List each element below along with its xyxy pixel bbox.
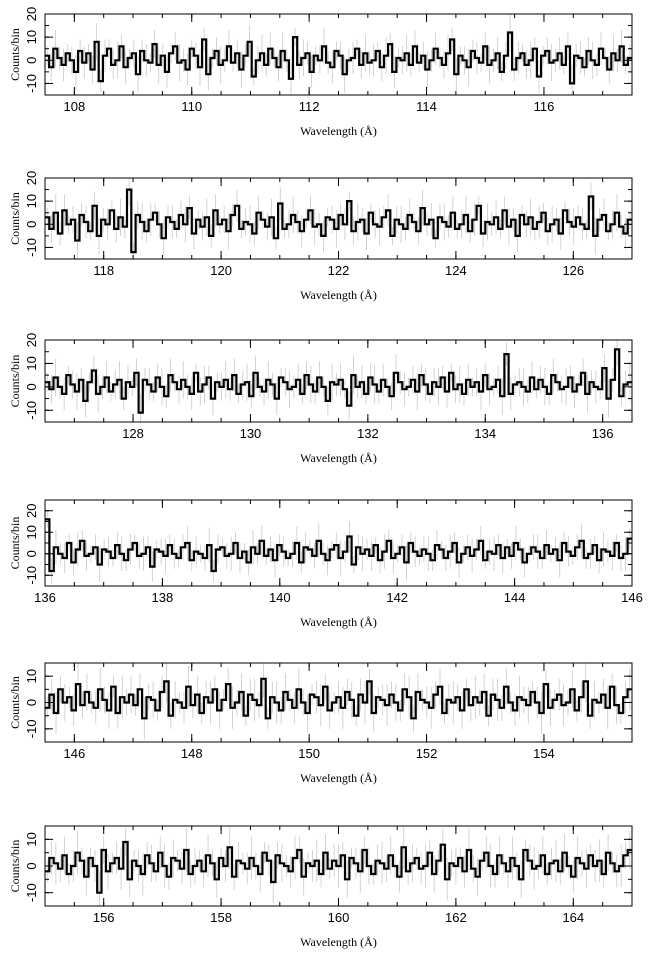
y-tick-label: -10 [24, 566, 39, 585]
x-tick-label: 132 [357, 426, 379, 441]
x-axis-label: Wavelength (Å) [300, 615, 377, 629]
spectrum-series-line [45, 840, 632, 894]
x-tick-label: 116 [534, 99, 555, 114]
spectrum-series-line [45, 348, 632, 414]
y-tick-label: 0 [24, 57, 39, 64]
x-tick-label: 126 [562, 263, 584, 278]
x-tick-label: 128 [122, 426, 144, 441]
y-tick-label: 10 [24, 525, 39, 539]
x-tick-label: 160 [328, 910, 350, 925]
y-tick-label: 10 [24, 356, 39, 370]
x-axis-label: Wavelength (Å) [300, 451, 377, 465]
y-tick-label: -10 [24, 883, 39, 902]
y-tick-label: 10 [24, 30, 39, 44]
y-tick-label: -10 [24, 401, 39, 420]
x-tick-label: 144 [504, 590, 526, 605]
x-tick-label: 162 [445, 910, 467, 925]
spectrum-series-line [45, 518, 632, 573]
x-tick-label: 122 [328, 263, 350, 278]
y-axis-label: Counts/bin [8, 192, 22, 245]
x-axis-label: Wavelength (Å) [300, 288, 377, 302]
y-tick-label: 10 [24, 669, 39, 683]
x-tick-label: 164 [562, 910, 584, 925]
x-tick-label: 108 [63, 99, 85, 114]
x-tick-label: 152 [416, 746, 438, 761]
y-tick-label: -10 [24, 719, 39, 738]
y-axis-label: Counts/bin [8, 355, 22, 408]
x-tick-label: 136 [34, 590, 56, 605]
x-tick-label: 142 [386, 590, 408, 605]
y-axis-label: Counts/bin [8, 28, 22, 81]
y-tick-label: 20 [24, 333, 39, 347]
spectrum-series-line [45, 188, 632, 254]
y-tick-label: -10 [24, 74, 39, 93]
x-tick-label: 114 [416, 99, 437, 114]
x-tick-label: 112 [299, 99, 320, 114]
y-tick-label: 0 [24, 862, 39, 869]
x-tick-label: 156 [93, 910, 115, 925]
y-tick-label: -10 [24, 238, 39, 257]
y-tick-label: 20 [24, 504, 39, 518]
y-tick-label: 0 [24, 550, 39, 557]
x-axis-label: Wavelength (Å) [300, 771, 377, 785]
y-tick-label: 0 [24, 699, 39, 706]
y-axis-label: Counts/bin [8, 517, 22, 570]
x-tick-label: 134 [474, 426, 496, 441]
y-axis-label: Counts/bin [8, 840, 22, 893]
x-axis-label: Wavelength (Å) [300, 935, 377, 949]
spectrum-series-line [45, 677, 632, 720]
x-tick-label: 110 [181, 99, 202, 114]
y-axis-label: Counts/bin [8, 676, 22, 729]
x-tick-label: 146 [621, 590, 643, 605]
x-tick-label: 150 [298, 746, 320, 761]
y-tick-label: 10 [24, 194, 39, 208]
spectrum-series-line [45, 31, 632, 85]
y-tick-label: 20 [24, 171, 39, 185]
y-tick-label: 0 [24, 221, 39, 228]
x-tick-label: 136 [592, 426, 614, 441]
x-tick-label: 138 [152, 590, 174, 605]
x-tick-label: 148 [181, 746, 203, 761]
x-tick-label: 130 [240, 426, 262, 441]
x-tick-label: 120 [210, 263, 232, 278]
x-axis-label: Wavelength (Å) [300, 124, 377, 138]
x-tick-label: 118 [93, 263, 114, 278]
x-tick-label: 124 [445, 263, 467, 278]
y-tick-label: 0 [24, 383, 39, 390]
x-tick-label: 140 [269, 590, 291, 605]
x-tick-label: 146 [63, 746, 85, 761]
x-tick-label: 158 [210, 910, 232, 925]
y-tick-label: 20 [24, 7, 39, 21]
x-tick-label: 154 [533, 746, 555, 761]
y-tick-label: 10 [24, 832, 39, 846]
